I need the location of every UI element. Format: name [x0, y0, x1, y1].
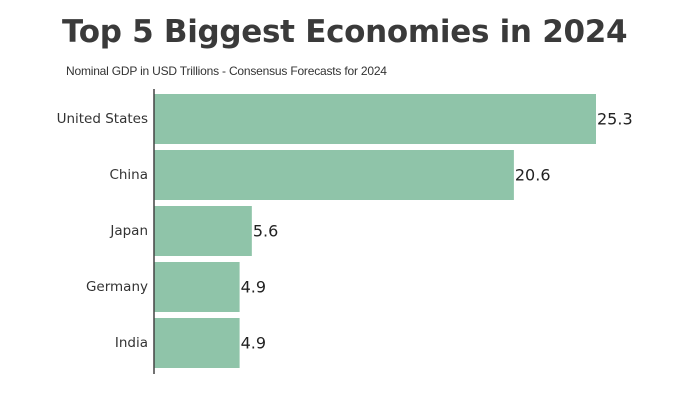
value-label-japan: 5.6 [253, 222, 278, 241]
bar-japan [154, 206, 252, 256]
chart-title: Top 5 Biggest Economies in 2024 [62, 14, 628, 50]
value-label-germany: 4.9 [241, 278, 266, 297]
category-labels: United States China Japan Germany India [57, 111, 148, 351]
bar-india [154, 318, 240, 368]
category-label-china: China [109, 167, 148, 183]
bars-layer [154, 94, 596, 368]
category-label-united-states: United States [57, 111, 148, 127]
chart-subtitle: Nominal GDP in USD Trillions - Consensus… [66, 64, 387, 78]
bar-germany [154, 262, 240, 312]
category-label-japan: Japan [109, 223, 148, 239]
value-label-india: 4.9 [241, 334, 266, 353]
value-labels: 25.3 20.6 5.6 4.9 4.9 [241, 110, 633, 353]
bar-china [154, 150, 514, 200]
value-label-china: 20.6 [515, 166, 551, 185]
category-label-india: India [115, 335, 148, 351]
value-label-united-states: 25.3 [597, 110, 633, 129]
bar-united-states [154, 94, 596, 144]
category-label-germany: Germany [86, 279, 148, 295]
